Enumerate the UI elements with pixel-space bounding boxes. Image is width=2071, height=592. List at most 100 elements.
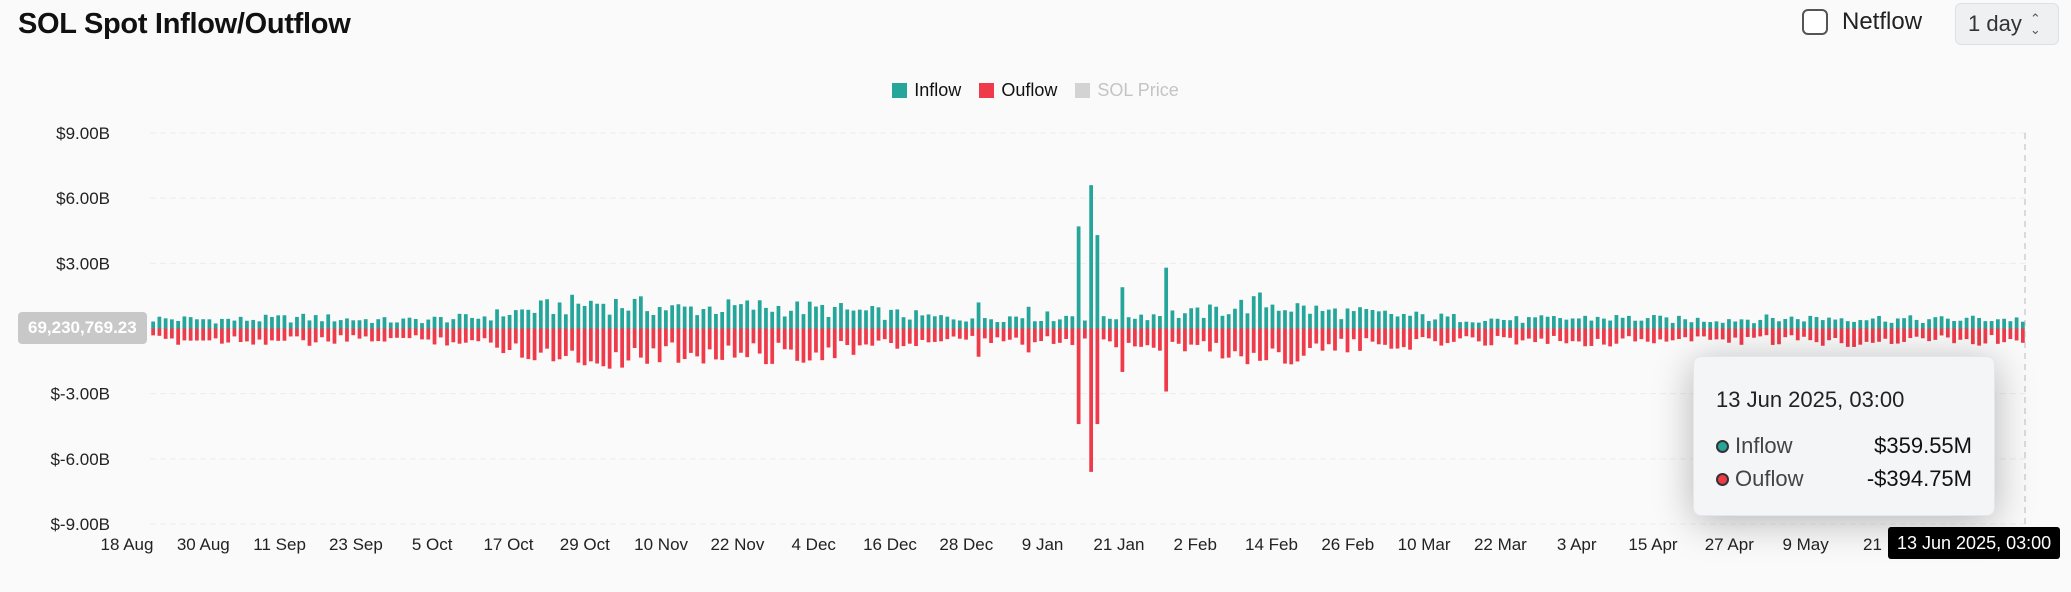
outflow-bar	[1483, 328, 1487, 346]
outflow-bar	[1526, 328, 1531, 339]
inflow-bar	[845, 309, 850, 329]
inflow-bar	[889, 309, 893, 329]
netflow-toggle[interactable]: Netflow	[1802, 8, 1922, 36]
x-tick-label: 22 Mar	[1474, 535, 1527, 554]
outflow-bar	[1395, 328, 1400, 349]
inflow-bar	[1264, 307, 1269, 329]
inflow-bar	[1989, 321, 1994, 329]
outflow-bar	[964, 328, 968, 340]
outflow-bar	[707, 328, 712, 350]
inflow-bar	[1020, 318, 1025, 329]
legend-item-outflow[interactable]: Ouflow	[979, 80, 1057, 101]
outflow-bar	[832, 328, 837, 359]
outflow-bar	[1764, 328, 1769, 336]
outflow-bar	[301, 328, 306, 341]
inflow-bar	[195, 319, 199, 329]
inflow-bar	[1164, 267, 1169, 329]
inflow-bar	[1345, 308, 1350, 329]
x-tick-label: 3 Apr	[1557, 535, 1597, 554]
inflow-bar	[1183, 313, 1187, 329]
outflow-bar	[1258, 328, 1262, 361]
inflow-bar	[1627, 315, 1631, 329]
x-tick-label: 28 Dec	[939, 535, 993, 554]
outflow-bar	[1902, 328, 1906, 342]
tooltip-row-outflow: Ouflow -$394.75M	[1716, 466, 1972, 492]
inflow-bar	[882, 319, 887, 329]
inflow-bar	[1964, 317, 1969, 329]
inflow-bar	[945, 316, 950, 329]
inflow-bar	[601, 303, 606, 329]
inflow-bar	[1451, 314, 1456, 329]
outflow-bar	[270, 328, 274, 341]
inflow-bar	[1126, 317, 1131, 329]
inflow-bar	[832, 306, 837, 329]
outflow-bar	[1845, 328, 1850, 347]
inflow-bar	[995, 322, 1000, 329]
inflow-bar	[1858, 320, 1863, 329]
legend-item-sol-price[interactable]: SOL Price	[1075, 80, 1179, 101]
outflow-bar	[288, 328, 293, 337]
inflow-bar	[1089, 185, 1094, 329]
outflow-bar	[1652, 328, 1656, 344]
outflow-bar	[739, 328, 743, 353]
x-tick-label: 14 Feb	[1245, 535, 1298, 554]
legend-item-inflow[interactable]: Inflow	[892, 80, 961, 101]
outflow-bar	[1583, 328, 1588, 347]
inflow-bar	[582, 305, 587, 329]
inflow-bar	[1864, 320, 1869, 329]
inflow-bar	[1226, 314, 1231, 329]
outflow-bar	[1789, 328, 1794, 336]
outflow-bar	[1714, 328, 1719, 340]
legend-swatch-outflow	[979, 83, 995, 98]
outflow-bar	[1245, 328, 1250, 365]
inflow-bar	[1489, 318, 1494, 329]
outflow-bar	[632, 328, 637, 349]
outflow-bar	[1039, 328, 1043, 342]
inflow-bar	[901, 317, 906, 329]
inflow-bar	[1652, 315, 1656, 329]
outflow-bar	[1095, 328, 1100, 425]
inflow-bar	[370, 322, 374, 329]
x-tick-label: 4 Dec	[791, 535, 836, 554]
inflow-bar	[263, 314, 268, 329]
outflow-bar	[1508, 328, 1512, 338]
inflow-bar	[1939, 316, 1944, 329]
outflow-bar	[582, 328, 587, 366]
inflow-bar	[538, 300, 543, 329]
outflow-bar	[1877, 328, 1881, 342]
inflow-bar	[1389, 313, 1394, 329]
inflow-bar	[207, 319, 212, 329]
inflow-bar	[1977, 317, 1981, 329]
x-tick-label: 16 Dec	[863, 535, 917, 554]
inflow-bar	[639, 296, 643, 329]
netflow-checkbox[interactable]	[1802, 9, 1828, 35]
inflow-bar	[1395, 316, 1400, 329]
inflow-bar	[657, 306, 662, 329]
outflow-bar	[1551, 328, 1556, 336]
outflow-bar	[976, 328, 981, 357]
inflow-bar	[1076, 226, 1081, 329]
inflow-bar	[1658, 315, 1663, 329]
outflow-bar	[1226, 328, 1231, 358]
outflow-bar	[1170, 328, 1175, 342]
inflow-bar	[307, 320, 312, 329]
outflow-bar	[420, 328, 424, 340]
outflow-bar	[1426, 328, 1431, 339]
outflow-bar	[714, 328, 718, 360]
inflow-bar	[588, 300, 593, 329]
inflow-bar	[676, 304, 681, 329]
inflow-bar	[1433, 319, 1437, 329]
inflow-bar	[982, 318, 987, 329]
outflow-bar	[1120, 328, 1125, 372]
inflow-bar	[226, 318, 231, 329]
outflow-bar	[1270, 328, 1275, 349]
outflow-bar	[1895, 328, 1900, 344]
outflow-bar	[595, 328, 599, 364]
inflow-bar	[1376, 311, 1381, 329]
outflow-bar	[1608, 328, 1613, 347]
inflow-bar	[1764, 314, 1769, 329]
outflow-bar	[957, 328, 962, 339]
interval-select[interactable]: 1 day ⌃ ⌄	[1955, 3, 2059, 45]
outflow-bar	[682, 328, 687, 360]
